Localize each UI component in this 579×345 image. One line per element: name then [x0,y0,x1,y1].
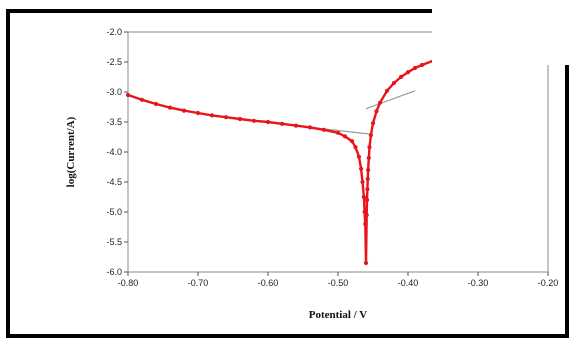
data-point [384,88,390,93]
data-point [251,118,257,123]
y-tick-label: -4.5 [106,177,122,187]
data-point [391,80,397,86]
data-point [363,260,369,266]
data-point [195,110,201,116]
data-point [377,100,383,105]
data-point [364,212,369,218]
data-point [412,65,418,71]
x-axis-ticks: -0.80 -0.70 -0.60 -0.50 -0.40 -0.30 -0.20 [118,272,559,288]
data-point [419,62,425,68]
x-tick-label: -0.30 [468,278,489,288]
y-tick-label: -5.5 [106,237,122,247]
data-point [362,209,367,215]
data-point [293,123,299,128]
data-point [307,125,313,130]
data-point [368,133,373,138]
data-point [335,130,341,135]
data-point [359,166,364,171]
x-tick-label: -0.40 [398,278,419,288]
data-point [181,108,187,113]
data-point [363,221,368,227]
data-point [209,113,215,118]
data-point [265,119,271,125]
data-point [364,197,370,203]
data-point [366,155,371,161]
mask-panel [432,0,579,65]
data-point [374,109,379,114]
data-point [237,116,243,122]
data-point [321,127,327,132]
data-point [279,121,285,126]
y-tick-label: -6.0 [106,267,122,277]
y-axis-title: log(Current/A) [65,116,77,187]
x-tick-label: -0.60 [258,278,279,288]
y-tick-label: -2.5 [106,57,122,67]
x-tick-label: -0.20 [538,278,559,288]
data-point [367,145,372,150]
data-point [223,115,229,120]
x-axis-title: Potential / V [309,309,368,321]
data-point [139,97,145,102]
data-point [356,154,362,159]
data-point [398,74,404,80]
y-tick-label: -3.5 [106,117,122,127]
data-point [349,139,355,144]
data-point [361,194,366,200]
data-point [342,134,348,139]
y-tick-label: -3.0 [106,87,122,97]
y-tick-label: -5.0 [106,207,122,217]
tafel-line [365,90,416,110]
y-tick-label: -2.0 [106,27,122,37]
data-point [353,145,358,150]
x-tick-label: -0.50 [328,278,349,288]
x-tick-label: -0.80 [118,278,139,288]
y-tick-label: -4.0 [106,147,122,157]
data-point [365,176,370,182]
data-point [365,187,370,192]
x-tick-label: -0.70 [188,278,209,288]
data-point [360,179,365,185]
data-point [167,105,173,110]
data-point [370,121,376,126]
data-point [153,101,159,107]
series-line [127,39,549,265]
y-axis-ticks: -2.0 -2.5 -3.0 -3.5 -4.0 -4.5 -5.0 -5.5 -6.0 [106,27,128,277]
data-point [125,92,131,98]
plot-area [127,31,549,273]
data-point [405,70,411,75]
data-point [366,167,371,173]
